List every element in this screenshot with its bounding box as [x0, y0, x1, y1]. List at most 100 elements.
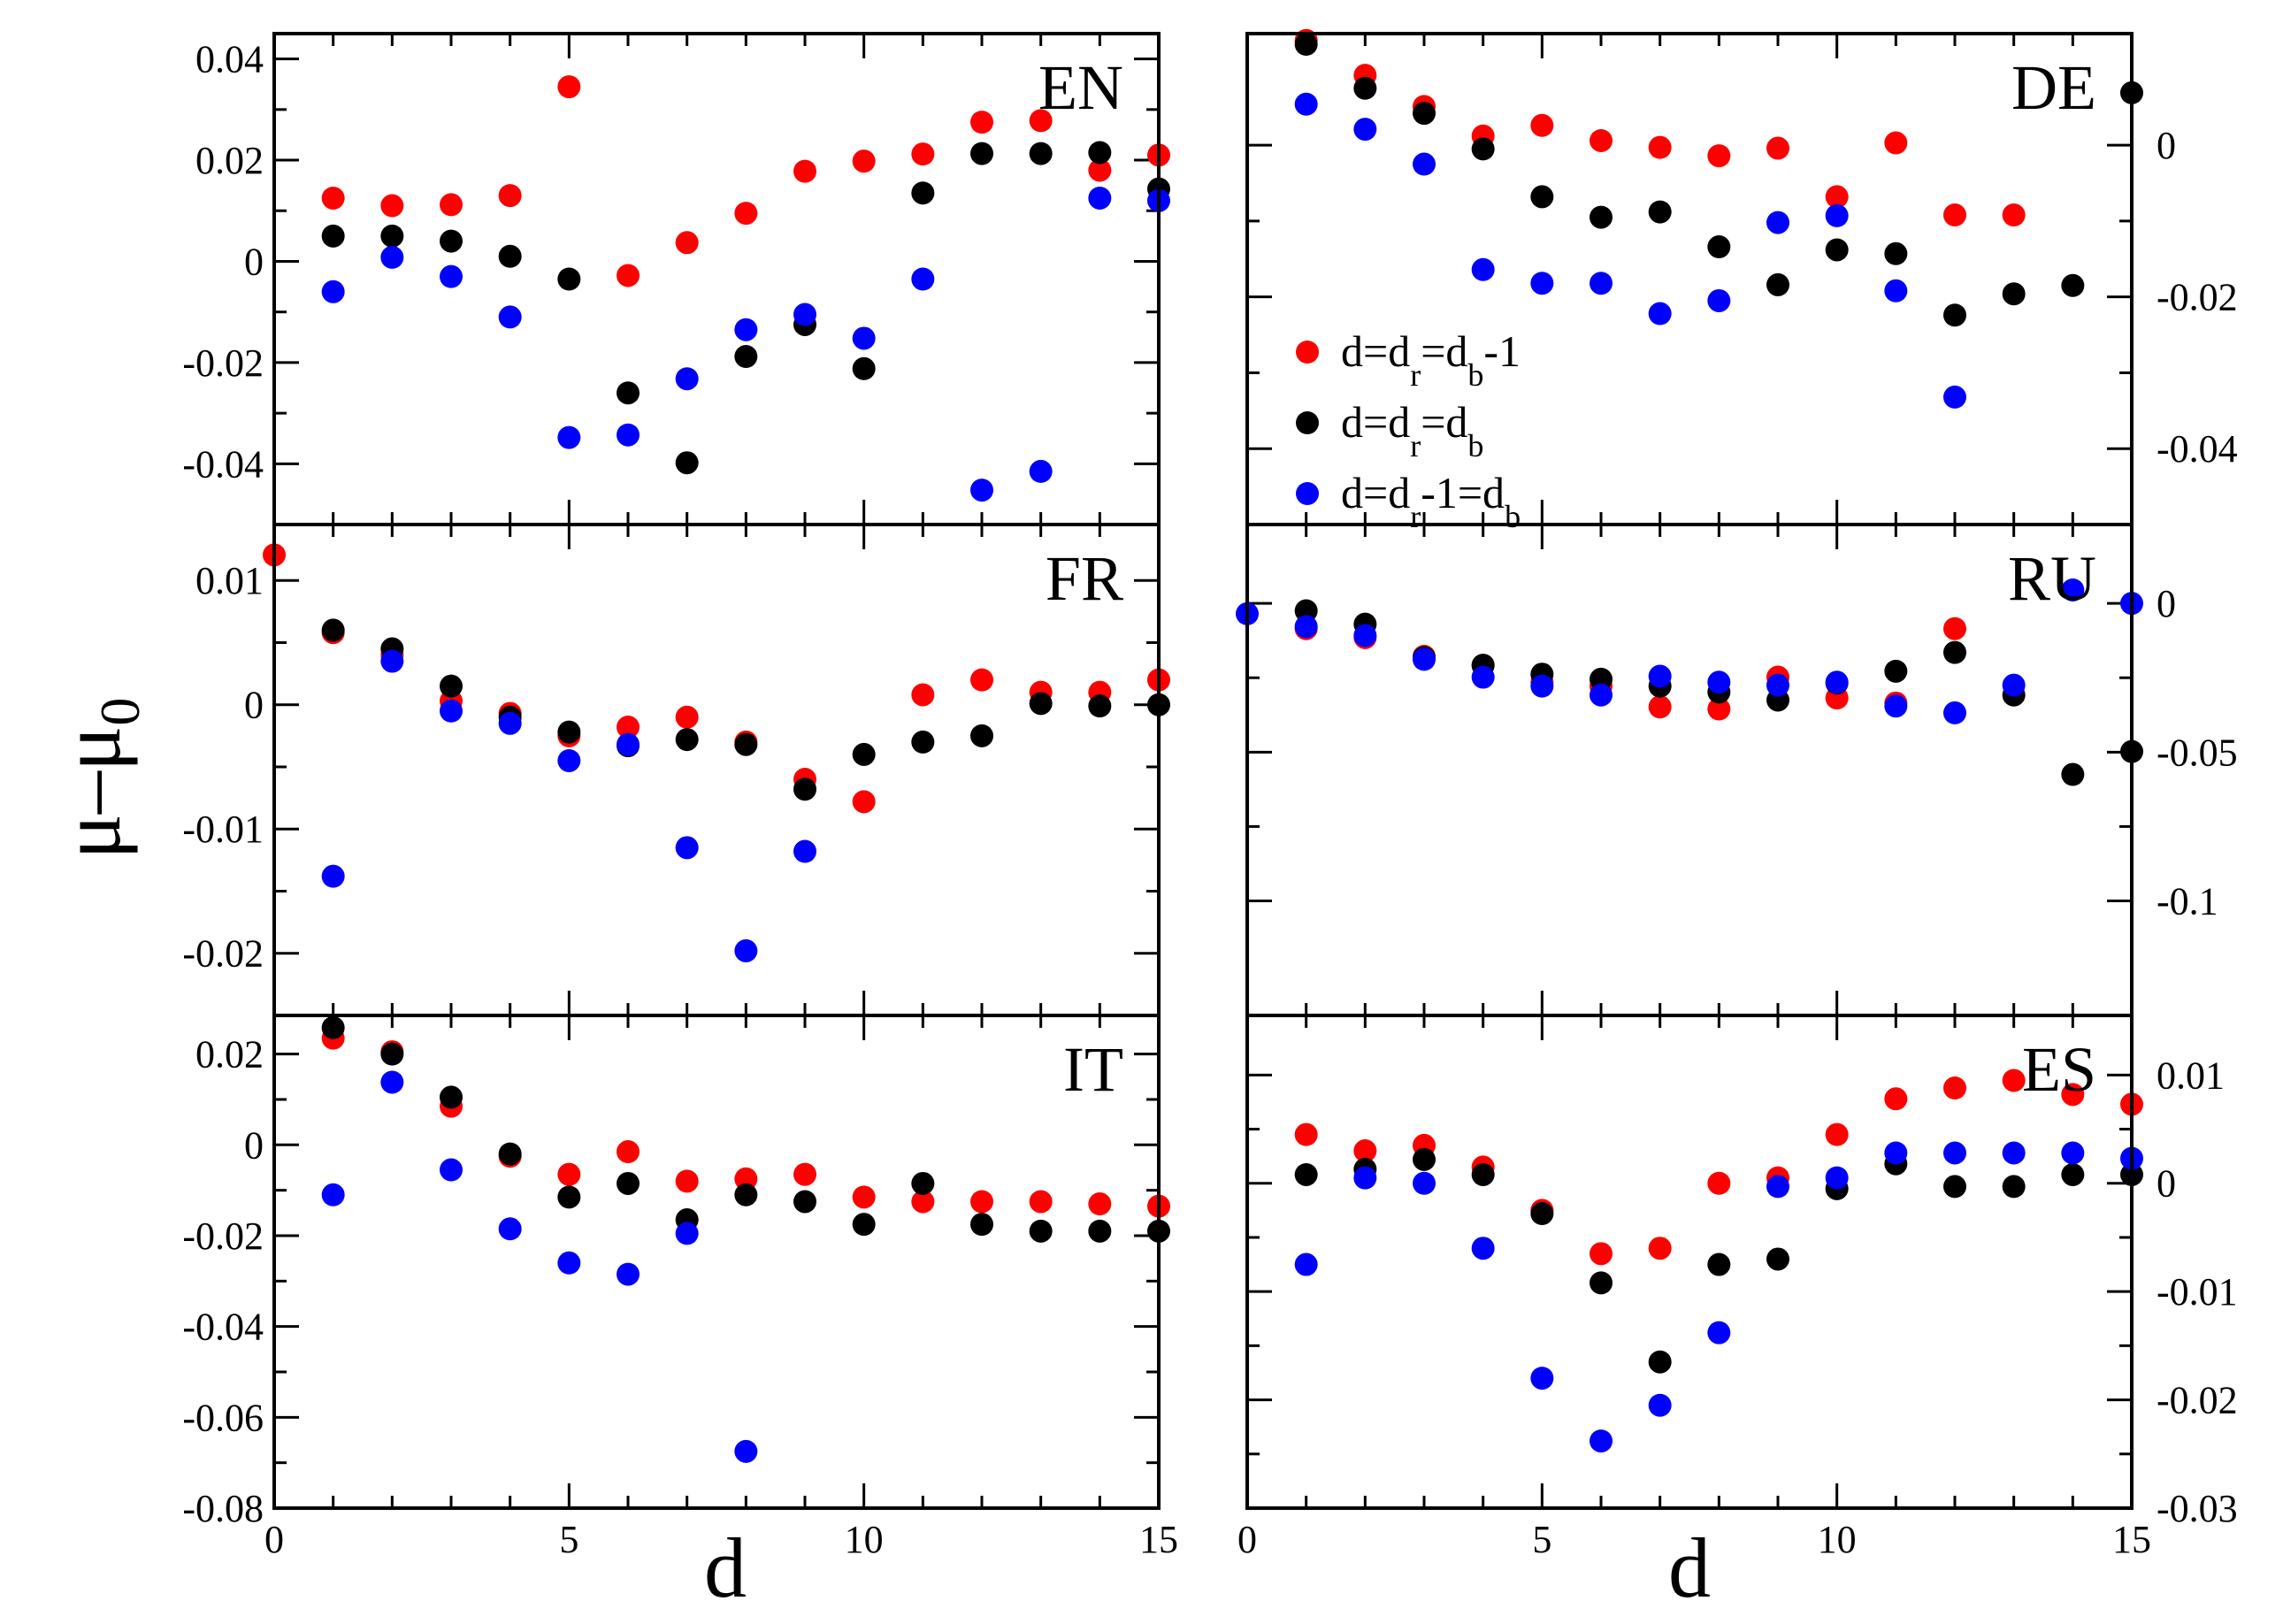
point-fr-red-9: [852, 790, 876, 814]
point-it-red-12: [1029, 1190, 1053, 1214]
point-es-red-10: [1884, 1087, 1908, 1111]
point-de-blue-11: [1943, 385, 1966, 409]
point-es-red-5: [1590, 1242, 1613, 1266]
point-en-red-14: [1088, 158, 1112, 182]
point-ru-red-11: [1943, 617, 1966, 640]
point-en-red-13: [1029, 109, 1053, 133]
y-tick-label-fr-0: 0.01: [195, 559, 264, 602]
point-en-black-0: [321, 224, 345, 248]
point-de-black-3: [1471, 137, 1495, 161]
y-tick-label-en-0: 0.04: [195, 38, 264, 81]
point-ru-blue-10: [1825, 670, 1849, 694]
point-it-blue-2: [440, 1158, 463, 1182]
panel-frame-en: [272, 32, 1161, 526]
point-de-black-6: [1648, 200, 1672, 224]
point-fr-black-6: [675, 728, 699, 752]
y-tick-label-it-4: -0.06: [182, 1396, 264, 1439]
point-de-blue-6: [1648, 302, 1672, 326]
point-it-blue-3: [498, 1217, 522, 1241]
point-de-black-1: [1353, 76, 1377, 100]
point-en-red-5: [557, 75, 581, 99]
point-en-red-7: [675, 231, 699, 255]
point-it-blue-5: [617, 1262, 640, 1286]
point-fr-black-4: [557, 720, 581, 744]
point-fr-blue-3: [498, 711, 522, 735]
point-fr-red-11: [970, 668, 993, 692]
point-de-red-8: [1766, 136, 1789, 160]
point-en-red-6: [617, 264, 640, 287]
x-axis-title-left: d: [704, 1521, 747, 1615]
point-es-black-6: [1648, 1350, 1672, 1374]
point-de-blue-3: [1471, 257, 1495, 281]
y-tick-label-ru-0: 0: [2157, 582, 2176, 625]
point-es-blue-11: [1943, 1141, 1966, 1165]
point-it-red-4: [557, 1162, 581, 1186]
point-de-red-7: [1707, 144, 1731, 168]
svg-text:μ–μ0: μ–μ0: [43, 698, 151, 860]
point-en-black-11: [970, 142, 993, 165]
point-es-black-11: [1943, 1175, 1966, 1199]
point-es-blue-7: [1707, 1321, 1731, 1344]
point-de-red-6: [1648, 135, 1672, 159]
point-es-red-6: [1648, 1237, 1672, 1260]
point-es-blue-12: [2002, 1141, 2026, 1165]
point-de-blue-5: [1590, 272, 1613, 295]
legend-item-blue: d=dr-1=db: [1296, 468, 1521, 534]
point-es-blue-4: [1530, 1367, 1554, 1390]
y-tick-label-de-0: 0: [2157, 124, 2176, 167]
point-de-black-2: [1413, 102, 1436, 126]
point-ru-blue-1: [1294, 615, 1318, 639]
point-es-black-2: [1413, 1147, 1436, 1171]
panel-ru: 0 -0.05 -0.1 RU: [1236, 523, 2238, 1017]
y-tick-label-ru-1: -0.05: [2157, 731, 2238, 774]
point-fr-red-5: [617, 716, 640, 739]
point-ru-blue-12: [1943, 701, 1966, 724]
point-es-red-7: [1707, 1171, 1731, 1195]
legend-marker-black: [1296, 411, 1319, 434]
point-en-black-10: [911, 181, 935, 205]
point-it-blue-0: [321, 1183, 345, 1207]
point-en-black-3: [498, 244, 522, 268]
panels-group: 0.040.020-0.02-0.04EN0-0.02-0.04DE0.010-…: [182, 28, 2238, 1561]
point-en-red-3: [440, 193, 463, 217]
point-es-blue-5: [1590, 1429, 1613, 1453]
y-tick-label-es-2: -0.01: [2157, 1270, 2238, 1314]
point-fr-red-10: [911, 683, 935, 707]
legend-label-blue: d=dr-1=db: [1341, 468, 1521, 534]
x-tick-label-it-2: 10: [845, 1518, 884, 1561]
point-fr-blue-0: [321, 864, 345, 888]
point-fr-blue-7: [734, 938, 758, 962]
y-tick-label-es-3: -0.02: [2157, 1379, 2238, 1422]
y-tick-label-it-5: -0.08: [182, 1487, 264, 1530]
point-it-blue-4: [557, 1251, 581, 1275]
point-ru-blue-9: [1766, 673, 1789, 697]
point-de-black-5: [1590, 205, 1613, 229]
point-en-black-7: [734, 345, 758, 369]
point-it-red-6: [675, 1169, 699, 1193]
point-en-blue-11: [970, 479, 993, 502]
panel-label-it: IT: [1063, 1034, 1123, 1105]
point-ru-red-7: [1707, 697, 1731, 721]
panel-es: 0.01 0 -0.01 -0.02 -0.03 0 5 10 15 ES: [1237, 1014, 2238, 1561]
y-tick-label-it-2: -0.02: [182, 1214, 264, 1258]
point-es-black-8: [1766, 1247, 1789, 1271]
point-it-black-4: [557, 1185, 581, 1209]
point-en-red-9: [793, 159, 816, 183]
point-de-red-10: [1884, 131, 1908, 155]
point-it-red-7: [734, 1167, 758, 1191]
point-es-red-12: [2002, 1069, 2026, 1092]
legend: d=dr=db-1d=dr=dbd=dr-1=db: [1296, 326, 1521, 534]
point-es-black-4: [1530, 1202, 1554, 1226]
panel-label-de: DE: [2011, 52, 2096, 123]
point-es-blue-8: [1766, 1175, 1789, 1199]
y-tick-label-fr-3: -0.02: [182, 932, 264, 976]
point-es-black-13: [2061, 1162, 2085, 1186]
point-ru-black-0: [1294, 599, 1318, 623]
point-de-black-8: [1766, 272, 1789, 296]
point-es-red-0: [1294, 1122, 1318, 1146]
point-ru-black-11: [1943, 640, 1966, 664]
point-fr-black-8: [793, 778, 816, 801]
point-it-black-5: [617, 1171, 640, 1195]
y-tick-label-en-3: -0.02: [182, 341, 264, 385]
